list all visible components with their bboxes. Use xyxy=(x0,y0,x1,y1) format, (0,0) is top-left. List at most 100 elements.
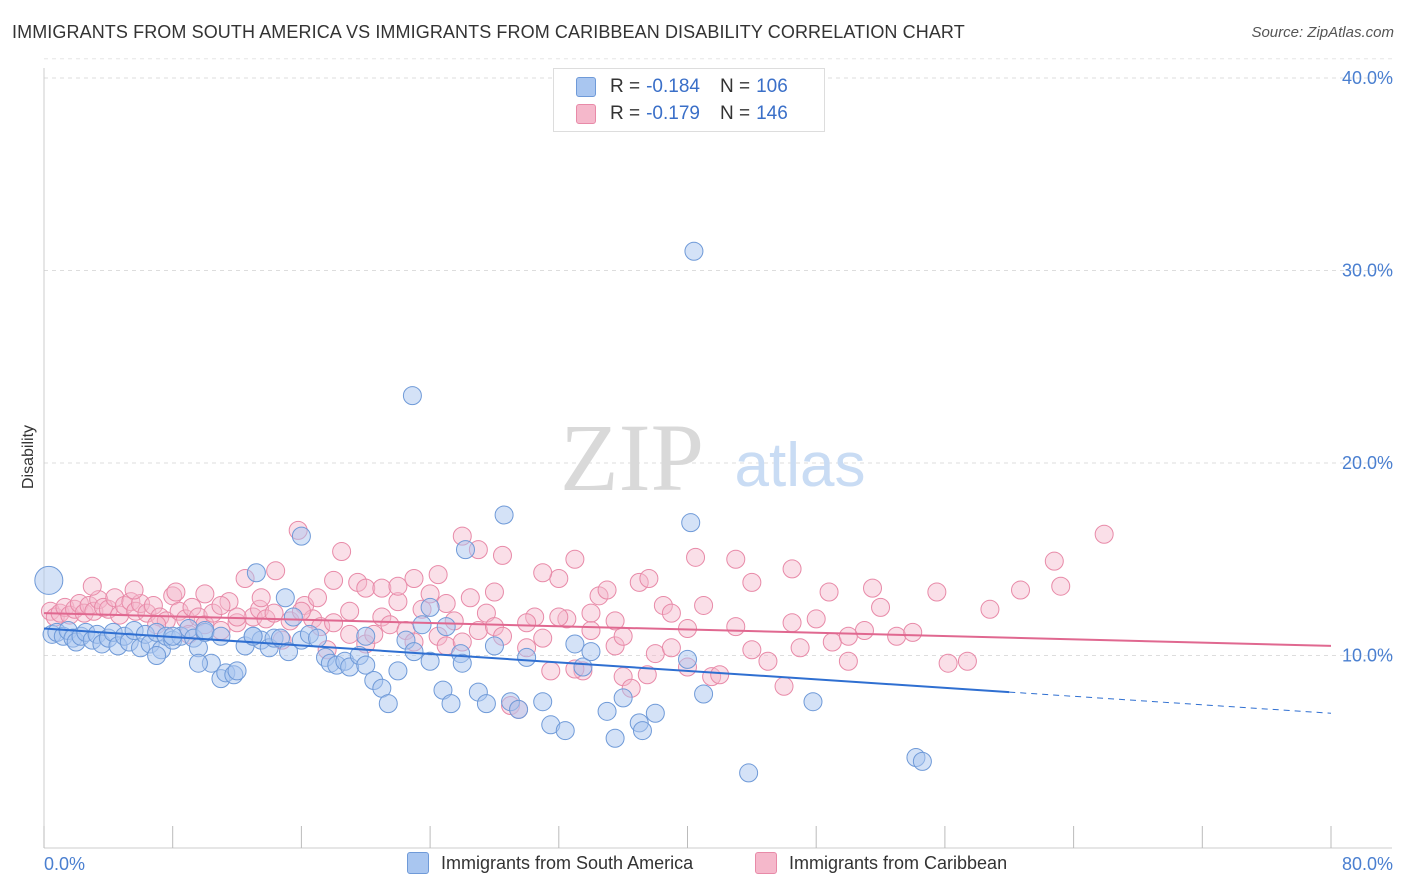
south-america-point xyxy=(605,728,625,748)
caribbean-point xyxy=(863,578,883,598)
caribbean-point xyxy=(82,576,102,596)
caribbean-point xyxy=(639,569,659,588)
caribbean-point xyxy=(838,651,858,671)
caribbean-point xyxy=(356,578,376,598)
south-america-point xyxy=(283,607,303,627)
south-america-point xyxy=(402,386,422,406)
caribbean-point xyxy=(629,572,649,592)
south-america-point xyxy=(509,699,529,719)
caribbean-point xyxy=(742,640,762,660)
south-america-point xyxy=(678,649,697,669)
caribbean-point xyxy=(806,609,826,629)
caribbean-point xyxy=(121,592,141,612)
caribbean-point xyxy=(372,578,392,598)
caribbean-point xyxy=(605,636,625,656)
south-america-trend-line xyxy=(43,627,1010,694)
caribbean-point xyxy=(742,572,762,592)
south-america-point xyxy=(420,597,440,617)
caribbean-point xyxy=(782,559,802,579)
caribbean-point xyxy=(307,588,327,608)
caribbean-point xyxy=(549,569,569,588)
caribbean-point xyxy=(710,665,730,685)
caribbean-point xyxy=(819,582,839,602)
caribbean-point xyxy=(653,595,673,615)
caribbean-point xyxy=(251,588,271,608)
caribbean-point xyxy=(957,651,977,671)
caribbean-point xyxy=(694,595,714,615)
south-america-point xyxy=(555,721,575,741)
legend-n-value: 106 xyxy=(756,76,788,97)
south-america-point xyxy=(275,588,295,608)
caribbean-point xyxy=(838,626,858,646)
caribbean-point xyxy=(661,638,681,658)
legend-swatch-blue xyxy=(576,77,596,97)
caribbean-point xyxy=(340,601,360,621)
legend-n-label: N = xyxy=(719,103,751,124)
axis-labels: 10.0% 20.0% 30.0% 40.0% 0.0% 80.0% xyxy=(44,68,1393,874)
south-america-point xyxy=(613,688,633,708)
caribbean-point xyxy=(517,613,537,633)
caribbean-point xyxy=(822,632,842,652)
caribbean-point xyxy=(484,617,504,637)
legend-swatch-pink xyxy=(576,104,596,124)
south-america-trend-extension xyxy=(1009,691,1332,714)
legend-r-value: -0.179 xyxy=(646,103,700,124)
caribbean-point xyxy=(324,570,344,590)
caribbean-point xyxy=(105,588,125,608)
bottom-legend-south-america: Immigrants from South America xyxy=(407,852,693,874)
caribbean-point xyxy=(1051,576,1071,596)
south-america-point xyxy=(476,694,496,714)
caribbean-point xyxy=(436,594,456,614)
south-america-point xyxy=(455,540,475,560)
caribbean-point xyxy=(195,584,215,604)
south-america-point xyxy=(436,617,456,637)
caribbean-point xyxy=(380,615,400,635)
caribbean-point xyxy=(404,569,424,588)
caribbean-point xyxy=(774,676,794,696)
south-america-point xyxy=(243,626,263,646)
caribbean-point xyxy=(1011,580,1031,600)
legend-n-value: 146 xyxy=(756,103,788,124)
caribbean-point xyxy=(927,582,947,602)
y-tick-label: 10.0% xyxy=(1342,646,1393,666)
caribbean-point xyxy=(726,617,746,637)
south-america-point xyxy=(246,563,266,583)
legend-row-south-america: R = -0.184 N = 106 xyxy=(576,75,788,99)
caribbean-point xyxy=(903,622,923,642)
caribbean-point xyxy=(605,611,625,631)
caribbean-point xyxy=(124,580,144,600)
south-america-point xyxy=(378,694,398,714)
axes xyxy=(43,68,1392,849)
legend-row-caribbean: R = -0.179 N = 146 xyxy=(576,102,788,126)
south-america-point xyxy=(912,751,932,771)
south-america-point xyxy=(597,701,617,721)
watermark-atlas: atlas xyxy=(735,431,866,500)
south-america-point xyxy=(356,655,376,675)
caribbean-point xyxy=(686,547,706,567)
caribbean-point xyxy=(143,595,163,615)
south-america-point xyxy=(307,628,327,648)
south-america-point xyxy=(581,642,601,662)
grid-lines xyxy=(44,58,1392,656)
caribbean-point xyxy=(533,628,553,648)
x-tick-label: 0.0% xyxy=(44,854,85,874)
caribbean-point xyxy=(645,644,665,664)
caribbean-point xyxy=(557,609,577,629)
caribbean-point xyxy=(468,620,488,640)
south-america-point xyxy=(681,513,701,533)
bottom-legend-label: Immigrants from South America xyxy=(441,852,694,873)
south-america-point xyxy=(227,661,247,681)
south-america-point xyxy=(739,763,759,783)
caribbean-point xyxy=(758,651,778,671)
south-america-point xyxy=(684,241,704,261)
caribbean-point xyxy=(541,661,561,681)
caribbean-point xyxy=(533,563,553,583)
caribbean-point xyxy=(266,561,286,581)
south-america-point xyxy=(517,647,537,667)
south-america-point xyxy=(494,505,514,525)
south-america-point xyxy=(573,657,593,677)
caribbean-trend-line xyxy=(43,612,1332,647)
caribbean-point xyxy=(661,603,681,623)
caribbean-point xyxy=(581,603,601,623)
caribbean-point xyxy=(388,592,408,612)
